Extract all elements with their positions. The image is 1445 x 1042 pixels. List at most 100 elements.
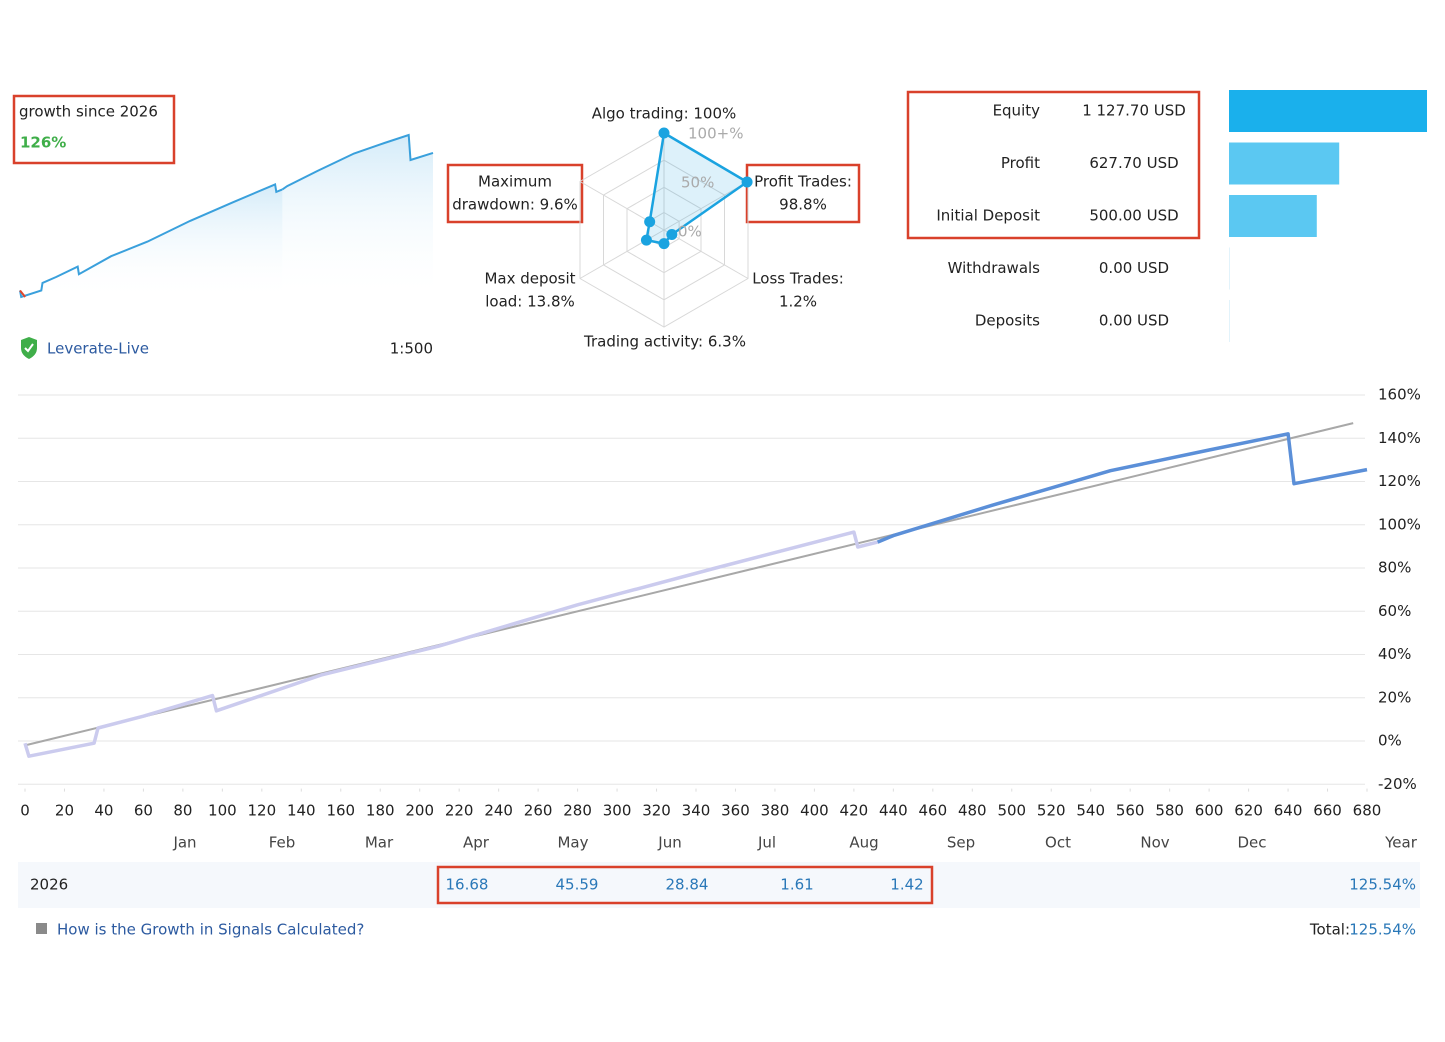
highlight-box	[446, 163, 584, 224]
radar-label: Trading activity: 6.3%	[583, 333, 746, 351]
radar-spoke	[663, 181, 749, 231]
x-tick-label: 660	[1313, 802, 1342, 820]
x-tick-label: 500	[997, 802, 1026, 820]
stat-label: Initial Deposit	[936, 207, 1040, 225]
x-tick-label: 420	[840, 802, 869, 820]
x-tick-label: 580	[1155, 802, 1184, 820]
period-label: Year	[1384, 834, 1418, 852]
y-tick-label: 120%	[1378, 472, 1421, 490]
stat-value: 1 127.70 USD	[1082, 102, 1186, 120]
radar-spoke	[663, 229, 749, 279]
radar-point	[741, 176, 753, 188]
y-tick-label: 140%	[1378, 429, 1421, 447]
highlight-box	[436, 865, 934, 905]
x-tick-label: 620	[1234, 802, 1263, 820]
period-label: Mar	[365, 834, 394, 852]
spark-line	[281, 133, 434, 191]
x-tick-label: 540	[1076, 802, 1105, 820]
x-tick-label: 240	[484, 802, 513, 820]
y-tick-label: 80%	[1378, 559, 1411, 577]
month-growth: 1.42	[890, 876, 923, 894]
growth-label: growth since 2026	[19, 103, 158, 121]
period-label: Jan	[172, 834, 196, 852]
total-value: 125.54%	[1349, 921, 1416, 939]
growth-line	[876, 432, 1368, 544]
radar-ring-label: 50%	[681, 174, 714, 192]
period-label: Aug	[849, 834, 878, 852]
radar-label: Algo trading: 100%	[592, 105, 737, 123]
radar-label: 1.2%	[779, 293, 817, 311]
stat-bar	[1229, 90, 1427, 132]
spark-area	[20, 184, 283, 300]
radar-point	[658, 238, 670, 250]
x-tick-label: 160	[326, 802, 355, 820]
radar-label: Max deposit	[484, 270, 575, 288]
period-label: Jun	[657, 834, 681, 852]
highlight-box	[745, 163, 861, 224]
radar-ring-label: 0%	[678, 223, 702, 241]
period-label: Nov	[1140, 834, 1169, 852]
help-link[interactable]: How is the Growth in Signals Calculated?	[57, 921, 364, 939]
x-tick-label: 140	[287, 802, 316, 820]
radar-point	[644, 216, 656, 228]
x-tick-label: 40	[94, 802, 113, 820]
radar-label: Loss Trades:	[752, 270, 844, 288]
y-tick-label: 20%	[1378, 688, 1411, 706]
radar-ring-label: 100+%	[688, 125, 743, 143]
x-tick-label: 680	[1353, 802, 1382, 820]
verified-check	[24, 343, 34, 353]
month-growth: 28.84	[666, 876, 709, 894]
x-tick-label: 460	[919, 802, 948, 820]
stat-label: Deposits	[975, 312, 1040, 330]
month-growth: 16.68	[446, 876, 489, 894]
y-tick-label: 0%	[1378, 732, 1402, 750]
x-tick-label: 200	[405, 802, 434, 820]
x-tick-label: 480	[958, 802, 987, 820]
account-name[interactable]: Leverate-Live	[47, 340, 149, 358]
period-label: Dec	[1237, 834, 1266, 852]
year-row-band	[18, 862, 1420, 908]
stat-value: 500.00 USD	[1089, 207, 1178, 225]
trend-line	[24, 422, 1354, 747]
stat-bar	[1229, 195, 1317, 237]
radar-point	[640, 234, 652, 246]
period-label: Jul	[757, 834, 776, 852]
leverage: 1:500	[390, 340, 433, 358]
period-label: Feb	[269, 834, 296, 852]
x-tick-label: 340	[682, 802, 711, 820]
x-tick-label: 600	[1195, 802, 1224, 820]
x-tick-label: 260	[524, 802, 553, 820]
highlight-box	[12, 94, 176, 165]
info-icon	[36, 923, 47, 934]
radar-label: load: 13.8%	[485, 293, 575, 311]
stat-bar	[1229, 142, 1340, 185]
period-label: May	[557, 834, 588, 852]
x-tick-label: 100	[208, 802, 237, 820]
y-tick-label: 160%	[1378, 386, 1421, 404]
x-tick-label: 220	[445, 802, 474, 820]
x-tick-label: 60	[134, 802, 153, 820]
y-tick-label: 60%	[1378, 602, 1411, 620]
x-tick-label: 440	[879, 802, 908, 820]
x-tick-label: 180	[366, 802, 395, 820]
radar-label: drawdown: 9.6%	[452, 196, 578, 214]
radar-label: Profit Trades:	[754, 173, 852, 191]
x-tick-label: 0	[20, 802, 30, 820]
period-label: Oct	[1045, 834, 1071, 852]
stat-value: 0.00 USD	[1099, 312, 1169, 330]
x-tick-label: 360	[721, 802, 750, 820]
y-tick-label: 100%	[1378, 515, 1421, 533]
x-tick-label: 300	[603, 802, 632, 820]
year-total: 125.54%	[1349, 876, 1416, 894]
radar-label: 98.8%	[779, 196, 827, 214]
x-tick-label: 520	[1037, 802, 1066, 820]
stat-bar	[1229, 300, 1230, 342]
y-tick-label: -20%	[1378, 775, 1417, 793]
highlight-box	[906, 90, 1201, 240]
stat-bar	[1229, 247, 1230, 290]
y-tick-label: 40%	[1378, 645, 1411, 663]
radar-point	[658, 127, 670, 139]
growth-value: 126%	[20, 134, 66, 152]
